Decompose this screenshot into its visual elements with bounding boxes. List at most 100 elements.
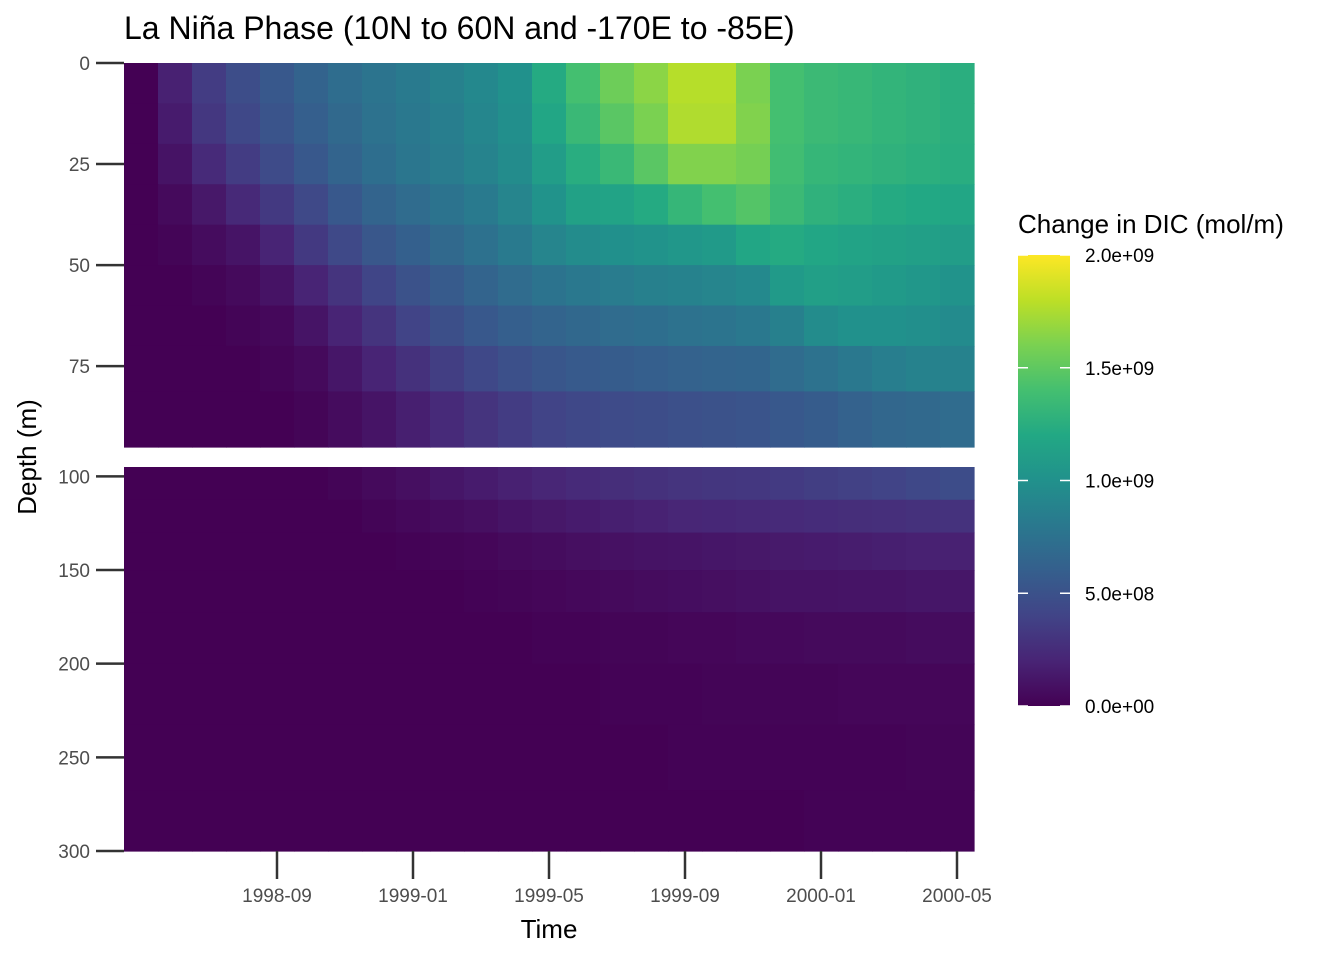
heatmap-cell <box>566 724 601 791</box>
heatmap-cell <box>294 612 329 665</box>
heatmap-cell <box>940 345 975 393</box>
heatmap-cell <box>158 499 193 534</box>
heatmap-cell <box>566 612 601 665</box>
x-tick-label: 1998-09 <box>242 886 312 907</box>
heatmap-cell <box>192 143 227 185</box>
heatmap-cell <box>158 265 193 307</box>
heatmap-cell <box>532 63 567 105</box>
heatmap-cell <box>498 184 533 226</box>
heatmap-cell <box>736 612 771 665</box>
heatmap-cell <box>124 532 159 571</box>
heatmap-cell <box>600 143 635 185</box>
heatmap-cell <box>532 467 567 501</box>
heatmap-cell <box>804 143 839 185</box>
heatmap-cell <box>158 532 193 571</box>
heatmap-cell <box>226 663 261 726</box>
y-tick-label: 0 <box>79 54 90 75</box>
heatmap-cell <box>328 499 363 534</box>
heatmap-cell <box>294 467 329 501</box>
heatmap-cell <box>804 305 839 347</box>
heatmap-cell <box>872 391 907 448</box>
heatmap-cell <box>294 532 329 571</box>
heatmap-cell <box>532 663 567 726</box>
heatmap-panel-upper <box>124 63 975 448</box>
heatmap-cell <box>226 63 261 105</box>
heatmap-cell <box>260 265 295 307</box>
heatmap-cell <box>362 499 397 534</box>
heatmap-cell <box>430 790 465 852</box>
heatmap-cell <box>328 224 363 266</box>
heatmap-cell <box>260 391 295 448</box>
heatmap-cell <box>906 184 941 226</box>
heatmap-cell <box>396 391 431 448</box>
heatmap-cell <box>872 184 907 226</box>
y-tick-label: 200 <box>58 655 90 676</box>
heatmap-cell <box>838 265 873 307</box>
heatmap-cell <box>566 663 601 726</box>
heatmap-cell <box>872 265 907 307</box>
heatmap-cell <box>634 184 669 226</box>
legend-tick-label: 1.0e+09 <box>1085 472 1154 493</box>
heatmap-cell <box>124 391 159 448</box>
heatmap-cell <box>940 467 975 501</box>
heatmap-cell <box>770 103 805 145</box>
heatmap-cell <box>226 532 261 571</box>
heatmap-cell <box>464 143 499 185</box>
heatmap-cell <box>906 790 941 852</box>
heatmap-cell <box>294 663 329 726</box>
heatmap-cell <box>124 103 159 145</box>
heatmap-cell <box>124 663 159 726</box>
heatmap-cell <box>328 532 363 571</box>
heatmap-cell <box>600 345 635 393</box>
heatmap-cell <box>702 391 737 448</box>
heatmap-cell <box>498 391 533 448</box>
heatmap-cell <box>532 143 567 185</box>
heatmap-cell <box>294 499 329 534</box>
heatmap-cell <box>532 570 567 613</box>
x-axis: 1998-09 1999-01 1999-05 1999-09 2000-01 2000-… <box>242 851 992 907</box>
heatmap-cell <box>226 224 261 266</box>
heatmap-cell <box>668 467 703 501</box>
heatmap-cell <box>464 224 499 266</box>
heatmap-cell <box>328 467 363 501</box>
heatmap-cell <box>396 467 431 501</box>
heatmap-cell <box>906 570 941 613</box>
heatmap-cell <box>396 345 431 393</box>
heatmap-cell <box>634 532 669 571</box>
heatmap-cell <box>872 499 907 534</box>
heatmap-cell <box>124 224 159 266</box>
heatmap-cell <box>770 532 805 571</box>
heatmap-cell <box>702 103 737 145</box>
heatmap-cell <box>804 499 839 534</box>
heatmap-cell <box>192 391 227 448</box>
heatmap-cell <box>838 391 873 448</box>
heatmap-cell <box>566 103 601 145</box>
heatmap-cell <box>702 467 737 501</box>
heatmap-cell <box>702 345 737 393</box>
heatmap-cell <box>702 532 737 571</box>
heatmap-cell <box>498 532 533 571</box>
color-legend: Change in DIC (mol/m) 0.0e+00 5.0e+08 1.0e… <box>1018 209 1284 718</box>
heatmap-cell <box>770 184 805 226</box>
heatmap-cell <box>124 499 159 534</box>
heatmap-cell <box>396 724 431 791</box>
heatmap-cell <box>294 345 329 393</box>
heatmap-cell <box>804 391 839 448</box>
heatmap-cell <box>838 499 873 534</box>
heatmap-cell <box>600 612 635 665</box>
heatmap-cell <box>668 790 703 852</box>
heatmap-cell <box>668 103 703 145</box>
heatmap-cell <box>634 143 669 185</box>
heatmap-cell <box>600 790 635 852</box>
heatmap-cell <box>600 224 635 266</box>
heatmap-cell <box>838 345 873 393</box>
heatmap-cell <box>498 345 533 393</box>
heatmap-cell <box>464 532 499 571</box>
heatmap-cell <box>566 499 601 534</box>
heatmap-cell <box>464 790 499 852</box>
heatmap-panel-lower <box>124 467 975 852</box>
heatmap-cell <box>464 184 499 226</box>
heatmap-cell <box>226 103 261 145</box>
heatmap-cell <box>838 790 873 852</box>
heatmap-cell <box>668 63 703 105</box>
